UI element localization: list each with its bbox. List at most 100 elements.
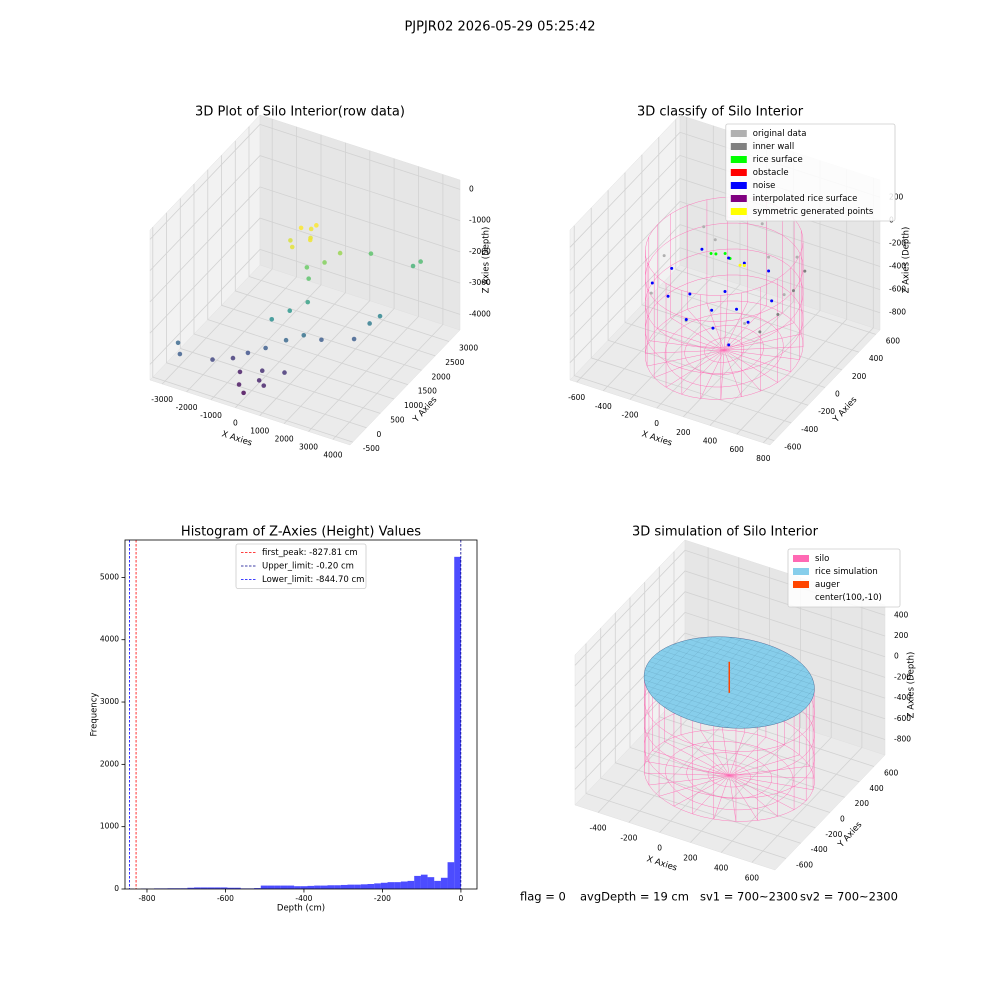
x-tick-label: -200: [620, 834, 637, 843]
x-tick-label: -600: [568, 393, 585, 402]
z-axis-label: Z Axies (Depth): [902, 227, 912, 294]
point: [210, 357, 215, 362]
bar: [447, 862, 455, 889]
point: [237, 369, 243, 375]
bar: [400, 881, 408, 889]
point: [649, 291, 653, 295]
point: [259, 368, 265, 374]
bar: [287, 885, 295, 889]
x-tick-label: -400: [595, 402, 612, 411]
grid-line: [573, 225, 775, 441]
y-tick-label: 1000: [100, 822, 119, 831]
y-tick-label: 5000: [100, 572, 119, 581]
legend-label: rice surface: [753, 155, 803, 165]
x-tick-label: -1000: [200, 411, 222, 420]
y-tick-label: 500: [390, 415, 405, 424]
y-tick-label: 3000: [100, 697, 119, 706]
bar: [227, 887, 235, 889]
point: [710, 308, 714, 312]
bar: [327, 885, 335, 889]
y-tick-label: 2000: [432, 372, 451, 381]
point: [307, 237, 313, 243]
point: [298, 225, 304, 231]
point: [758, 330, 762, 334]
grid-line: [569, 201, 881, 317]
x-axis-label: Depth (cm): [277, 904, 325, 914]
z-tick-label: -600: [894, 714, 911, 723]
bar: [440, 877, 448, 889]
y-tick-label: 600: [884, 769, 899, 778]
grid-line: [149, 248, 461, 365]
y-tick-label: -600: [784, 443, 801, 452]
bar: [254, 888, 261, 889]
z-tick-label: -600: [889, 285, 906, 294]
bar: [207, 887, 215, 889]
legend-box: [787, 548, 901, 608]
chart-title: 3D Plot of Silo Interior(row data): [195, 105, 405, 120]
bar: [280, 885, 288, 889]
bar: [380, 882, 388, 889]
grid-line: [603, 125, 714, 392]
x-tick-label: 600: [730, 445, 745, 454]
bar: [414, 875, 421, 889]
bar: [334, 885, 341, 889]
point: [283, 337, 289, 343]
y-tick-label: 600: [886, 336, 901, 345]
x-tick-label: 400: [714, 864, 729, 873]
z-tick-label: -1000: [469, 216, 491, 225]
x-tick-label: 1000: [250, 427, 269, 436]
chart-title: Histogram of Z-Axies (Height) Values: [181, 525, 421, 540]
x-tick-label: -2000: [176, 403, 198, 412]
z-tick-label: 0: [469, 184, 474, 193]
legend-patch: [730, 143, 747, 150]
y-tick-label: -200: [818, 407, 835, 416]
legend-patch: [730, 156, 747, 163]
silo-wireframe: [645, 196, 804, 400]
point: [308, 226, 314, 232]
bar: [360, 884, 368, 889]
z-tick-label: 0: [894, 652, 899, 661]
y-tick-label: 0: [835, 390, 840, 399]
point: [723, 251, 727, 255]
legend-patch: [730, 195, 747, 202]
x-tick-label: 0: [233, 419, 238, 428]
legend-label: Upper_limit: -0.20 cm: [262, 562, 354, 572]
bar: [187, 887, 195, 889]
point: [700, 247, 704, 251]
legend-label: silo: [815, 554, 829, 564]
point: [230, 355, 236, 361]
z-tick-label: -800: [889, 308, 906, 317]
x-tick-label: 0: [459, 894, 464, 903]
legend-patch: [793, 555, 809, 562]
point: [289, 244, 295, 250]
z-tick-label: -3000: [469, 278, 491, 287]
chart-title: 3D classify of Silo Interior: [637, 105, 804, 120]
y-tick-label: 400: [869, 784, 884, 793]
grid-line: [152, 227, 353, 443]
grid-line: [569, 224, 881, 340]
grid-line: [629, 597, 831, 813]
point: [263, 345, 268, 351]
y-tick-label: 4000: [100, 635, 119, 644]
point: [767, 255, 771, 259]
legend-patch: [730, 182, 747, 189]
legend-patch: [730, 169, 747, 176]
bar: [347, 884, 355, 889]
point: [650, 281, 654, 285]
point: [175, 340, 181, 346]
annotation: flag = 0: [520, 890, 566, 904]
bar: [340, 884, 348, 889]
point: [735, 307, 739, 311]
y-tick-label: 200: [852, 372, 867, 381]
y-tick-label: -500: [363, 444, 380, 453]
x-tick-label: -400: [590, 824, 607, 833]
grid-line: [574, 632, 886, 749]
grid-line: [149, 155, 461, 271]
y-tick-label: -400: [811, 845, 828, 854]
grid-line: [221, 155, 422, 371]
x-tick-label: -200: [374, 894, 391, 903]
grid-line: [308, 166, 419, 432]
grid-line: [569, 247, 881, 363]
z-tick-label: 200: [889, 192, 904, 201]
